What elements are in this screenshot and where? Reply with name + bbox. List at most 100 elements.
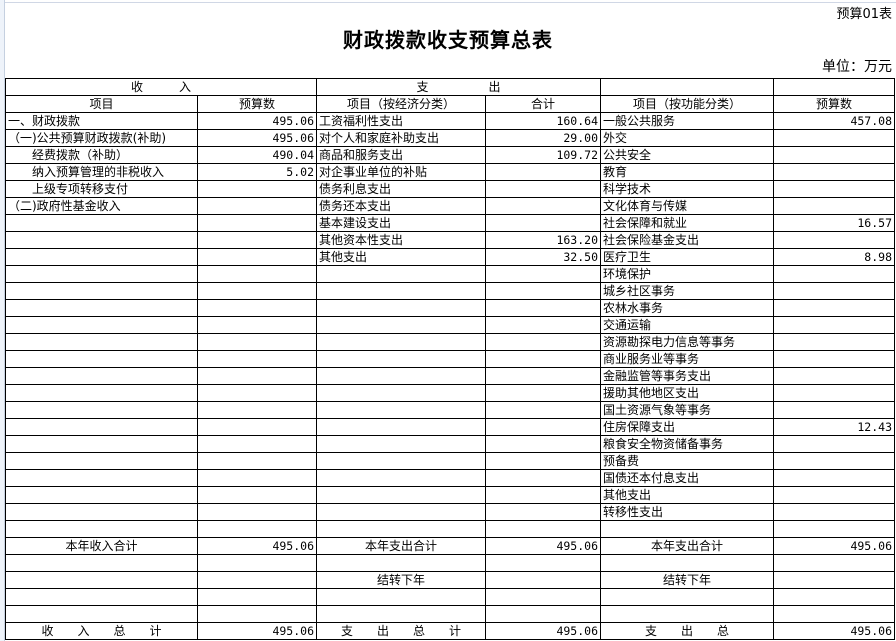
amount-cell[interactable] xyxy=(773,571,895,589)
item-cell[interactable] xyxy=(316,316,486,334)
amount-cell[interactable] xyxy=(485,554,601,572)
amount-cell[interactable]: 495.06 xyxy=(197,622,317,640)
amount-cell[interactable]: 5.02 xyxy=(197,163,317,181)
amount-cell[interactable] xyxy=(197,180,317,198)
amount-cell[interactable] xyxy=(485,265,601,283)
item-cell[interactable] xyxy=(5,588,198,606)
amount-cell[interactable] xyxy=(485,350,601,368)
item-cell[interactable]: 社会保险基金支出 xyxy=(600,231,774,249)
amount-cell[interactable]: 32.50 xyxy=(485,248,601,266)
item-cell[interactable]: 基本建设支出 xyxy=(316,214,486,232)
item-cell[interactable]: 纳入预算管理的非税收入 xyxy=(5,163,198,181)
item-cell[interactable]: 科学技术 xyxy=(600,180,774,198)
item-cell[interactable]: 外交 xyxy=(600,129,774,147)
amount-cell[interactable] xyxy=(197,588,317,606)
item-cell[interactable] xyxy=(5,384,198,402)
amount-cell[interactable]: 457.08 xyxy=(773,112,895,130)
amount-cell[interactable]: 495.06 xyxy=(485,622,601,640)
item-cell[interactable] xyxy=(316,299,486,317)
amount-cell[interactable] xyxy=(773,282,895,300)
amount-cell[interactable]: 495.06 xyxy=(197,129,317,147)
item-cell[interactable] xyxy=(316,503,486,521)
item-cell[interactable]: 债务利息支出 xyxy=(316,180,486,198)
amount-cell[interactable]: 12.43 xyxy=(773,418,895,436)
item-cell[interactable]: 预备费 xyxy=(600,452,774,470)
item-cell[interactable] xyxy=(316,452,486,470)
amount-cell[interactable]: 495.06 xyxy=(485,537,601,555)
item-cell[interactable]: 文化体育与传媒 xyxy=(600,197,774,215)
item-cell[interactable]: 结转下年 xyxy=(316,571,486,589)
item-cell[interactable]: 国债还本付息支出 xyxy=(600,469,774,487)
amount-cell[interactable] xyxy=(197,197,317,215)
item-cell[interactable] xyxy=(316,588,486,606)
amount-cell[interactable] xyxy=(773,452,895,470)
amount-cell[interactable] xyxy=(485,520,601,538)
item-cell[interactable] xyxy=(316,282,486,300)
amount-cell[interactable] xyxy=(773,163,895,181)
amount-cell[interactable] xyxy=(485,316,601,334)
item-cell[interactable]: 经费拨款（补助） xyxy=(5,146,198,164)
item-cell[interactable] xyxy=(5,231,198,249)
amount-cell[interactable] xyxy=(485,333,601,351)
amount-cell[interactable]: 490.04 xyxy=(197,146,317,164)
item-cell[interactable]: 上级专项转移支付 xyxy=(5,180,198,198)
item-cell[interactable] xyxy=(316,384,486,402)
item-cell[interactable]: （一)公共预算财政拨款(补助) xyxy=(5,129,198,147)
amount-cell[interactable] xyxy=(485,299,601,317)
item-cell[interactable]: 转移性支出 xyxy=(600,503,774,521)
item-cell[interactable] xyxy=(316,401,486,419)
item-cell[interactable] xyxy=(5,248,198,266)
item-cell[interactable]: 环境保护 xyxy=(600,265,774,283)
item-cell[interactable]: 对企事业单位的补贴 xyxy=(316,163,486,181)
item-cell[interactable]: 医疗卫生 xyxy=(600,248,774,266)
item-cell[interactable] xyxy=(316,333,486,351)
amount-cell[interactable] xyxy=(773,316,895,334)
item-cell[interactable] xyxy=(5,452,198,470)
amount-cell[interactable] xyxy=(197,231,317,249)
amount-cell[interactable] xyxy=(197,401,317,419)
amount-cell[interactable] xyxy=(773,180,895,198)
table-cell[interactable] xyxy=(773,78,895,96)
item-cell[interactable] xyxy=(5,265,198,283)
table-cell[interactable] xyxy=(600,78,774,96)
item-cell[interactable]: 其他支出 xyxy=(600,486,774,504)
item-cell[interactable]: 本年支出合计 xyxy=(316,537,486,555)
item-cell[interactable]: 商品和服务支出 xyxy=(316,146,486,164)
amount-cell[interactable] xyxy=(485,163,601,181)
item-cell[interactable] xyxy=(316,435,486,453)
item-cell[interactable]: 资源勘探电力信息等事务 xyxy=(600,333,774,351)
item-cell[interactable]: 工资福利性支出 xyxy=(316,112,486,130)
item-cell[interactable] xyxy=(600,588,774,606)
item-cell[interactable]: 债务还本支出 xyxy=(316,197,486,215)
amount-cell[interactable]: 8.98 xyxy=(773,248,895,266)
amount-cell[interactable] xyxy=(773,367,895,385)
amount-cell[interactable] xyxy=(197,486,317,504)
amount-cell[interactable] xyxy=(773,554,895,572)
amount-cell[interactable] xyxy=(485,486,601,504)
amount-cell[interactable] xyxy=(197,350,317,368)
amount-cell[interactable] xyxy=(197,571,317,589)
amount-cell[interactable] xyxy=(773,401,895,419)
amount-cell[interactable] xyxy=(485,571,601,589)
item-cell[interactable]: 商业服务业等事务 xyxy=(600,350,774,368)
item-cell[interactable] xyxy=(5,367,198,385)
amount-cell[interactable] xyxy=(773,588,895,606)
item-cell[interactable] xyxy=(5,214,198,232)
item-cell[interactable]: 支 出 总 xyxy=(600,622,774,640)
amount-cell[interactable] xyxy=(773,350,895,368)
amount-cell[interactable]: 495.06 xyxy=(197,112,317,130)
item-cell[interactable] xyxy=(5,503,198,521)
item-cell[interactable]: 国土资源气象等事务 xyxy=(600,401,774,419)
amount-cell[interactable] xyxy=(773,605,895,623)
item-cell[interactable] xyxy=(600,520,774,538)
item-cell[interactable]: 对个人和家庭补助支出 xyxy=(316,129,486,147)
amount-cell[interactable] xyxy=(197,214,317,232)
amount-cell[interactable] xyxy=(197,384,317,402)
item-cell[interactable]: 公共安全 xyxy=(600,146,774,164)
item-cell[interactable]: 结转下年 xyxy=(600,571,774,589)
item-cell[interactable] xyxy=(316,418,486,436)
item-cell[interactable] xyxy=(316,350,486,368)
amount-cell[interactable] xyxy=(197,520,317,538)
amount-cell[interactable] xyxy=(485,401,601,419)
item-cell[interactable] xyxy=(600,554,774,572)
